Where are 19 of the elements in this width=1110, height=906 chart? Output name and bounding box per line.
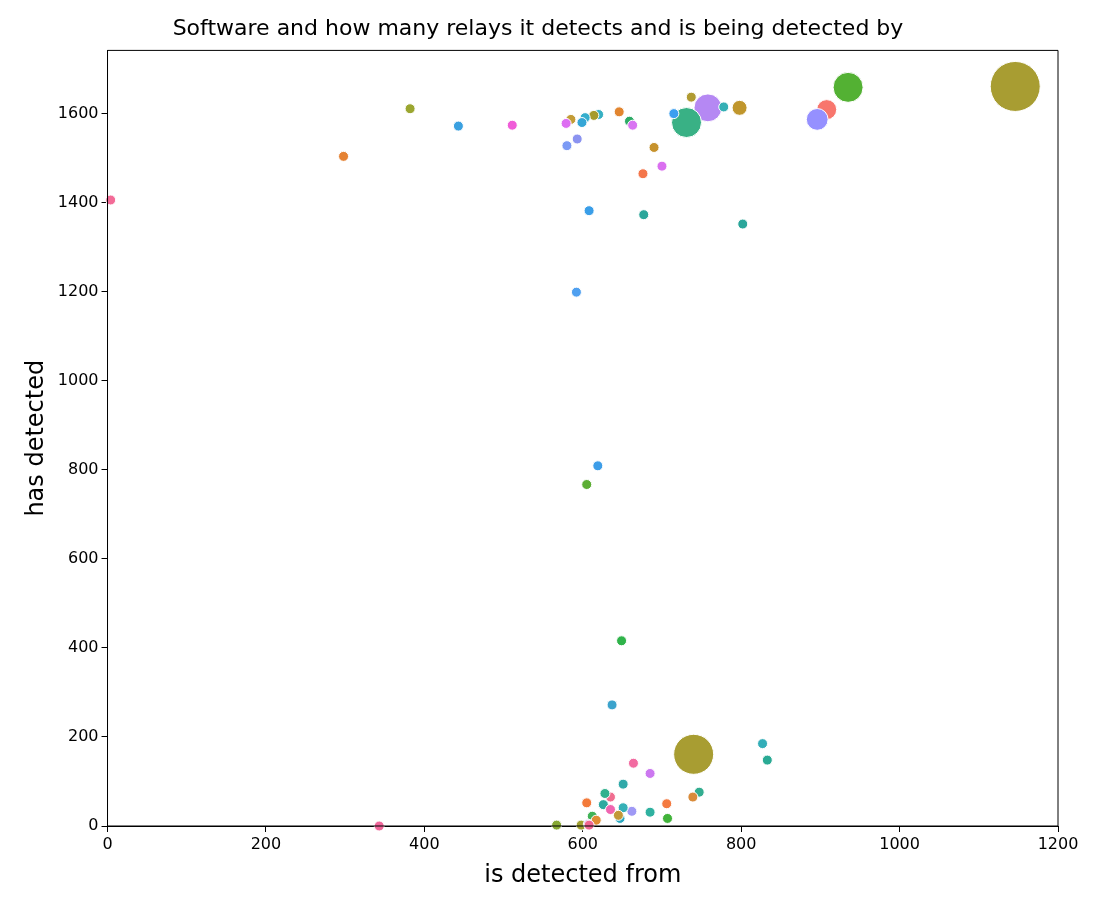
x-tick-label: 1200 (1037, 833, 1079, 853)
y-tick-label: 1600 (57, 102, 99, 122)
y-tick-label: 200 (67, 726, 99, 746)
x-tick-label: 200 (250, 833, 282, 853)
y-axis-title: has detected (20, 359, 49, 517)
y-tick-label: 1200 (57, 280, 99, 300)
y-tick-label: 1400 (57, 191, 99, 211)
x-tick-label: 1000 (879, 833, 920, 853)
x-tick-label: 800 (725, 833, 757, 853)
x-axis-title: is detected from (484, 859, 682, 888)
x-tick-label: 600 (567, 833, 599, 853)
chart-title: Software and how many relays it detects and is being detected by (172, 14, 904, 40)
y-tick-label: 400 (67, 637, 99, 657)
y-tick-label: 800 (67, 458, 99, 478)
y-tick-label: 1000 (57, 369, 99, 389)
x-tick-label: 0 (102, 833, 113, 853)
x-tick-label: 400 (409, 833, 440, 853)
y-tick-label: 0 (88, 815, 99, 835)
y-tick-label: 600 (67, 548, 99, 568)
